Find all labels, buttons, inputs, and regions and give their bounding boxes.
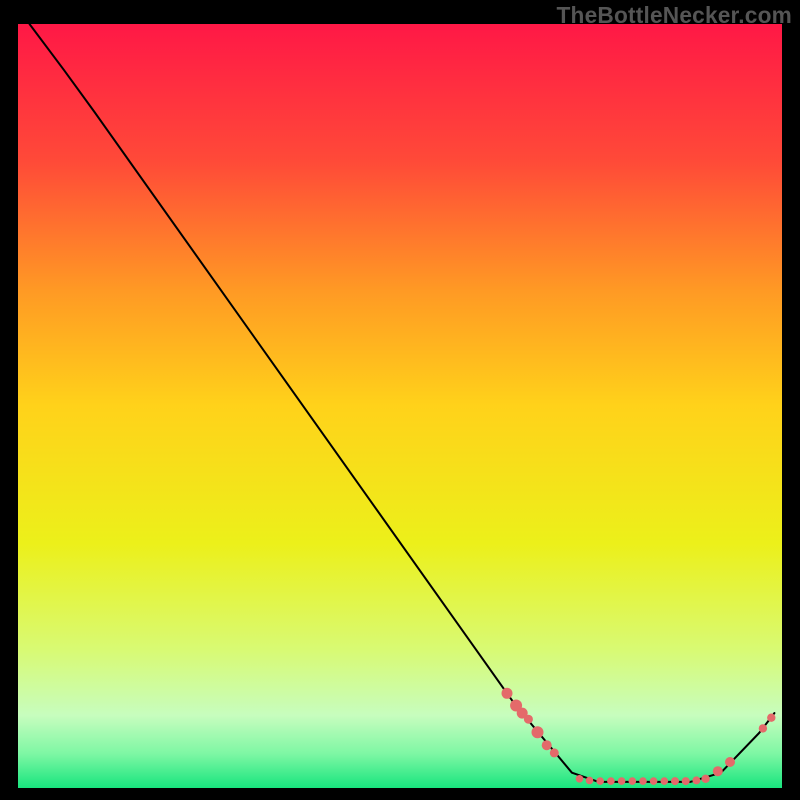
data-marker bbox=[596, 777, 604, 785]
curve-line bbox=[30, 24, 775, 782]
watermark-text: TheBottleNecker.com bbox=[557, 2, 792, 29]
plot-area bbox=[18, 24, 782, 788]
data-marker bbox=[671, 777, 679, 785]
data-marker bbox=[661, 777, 669, 785]
data-marker bbox=[542, 740, 552, 750]
data-marker bbox=[767, 714, 775, 722]
bottleneck-curve-layer bbox=[18, 24, 782, 788]
data-marker bbox=[586, 777, 594, 785]
data-marker bbox=[618, 777, 626, 785]
data-marker bbox=[524, 715, 533, 724]
data-marker bbox=[639, 777, 647, 785]
data-marker bbox=[759, 724, 767, 732]
data-marker bbox=[692, 776, 700, 784]
data-marker bbox=[607, 777, 615, 785]
data-marker bbox=[682, 777, 690, 785]
data-marker bbox=[502, 688, 513, 699]
data-marker bbox=[532, 726, 544, 738]
data-marker bbox=[629, 777, 637, 785]
data-marker bbox=[713, 766, 723, 776]
data-marker bbox=[701, 775, 709, 783]
data-marker bbox=[550, 748, 559, 757]
data-marker bbox=[725, 757, 735, 767]
data-marker bbox=[576, 775, 584, 783]
data-marker bbox=[650, 777, 658, 785]
chart-container: TheBottleNecker.com bbox=[0, 0, 800, 800]
